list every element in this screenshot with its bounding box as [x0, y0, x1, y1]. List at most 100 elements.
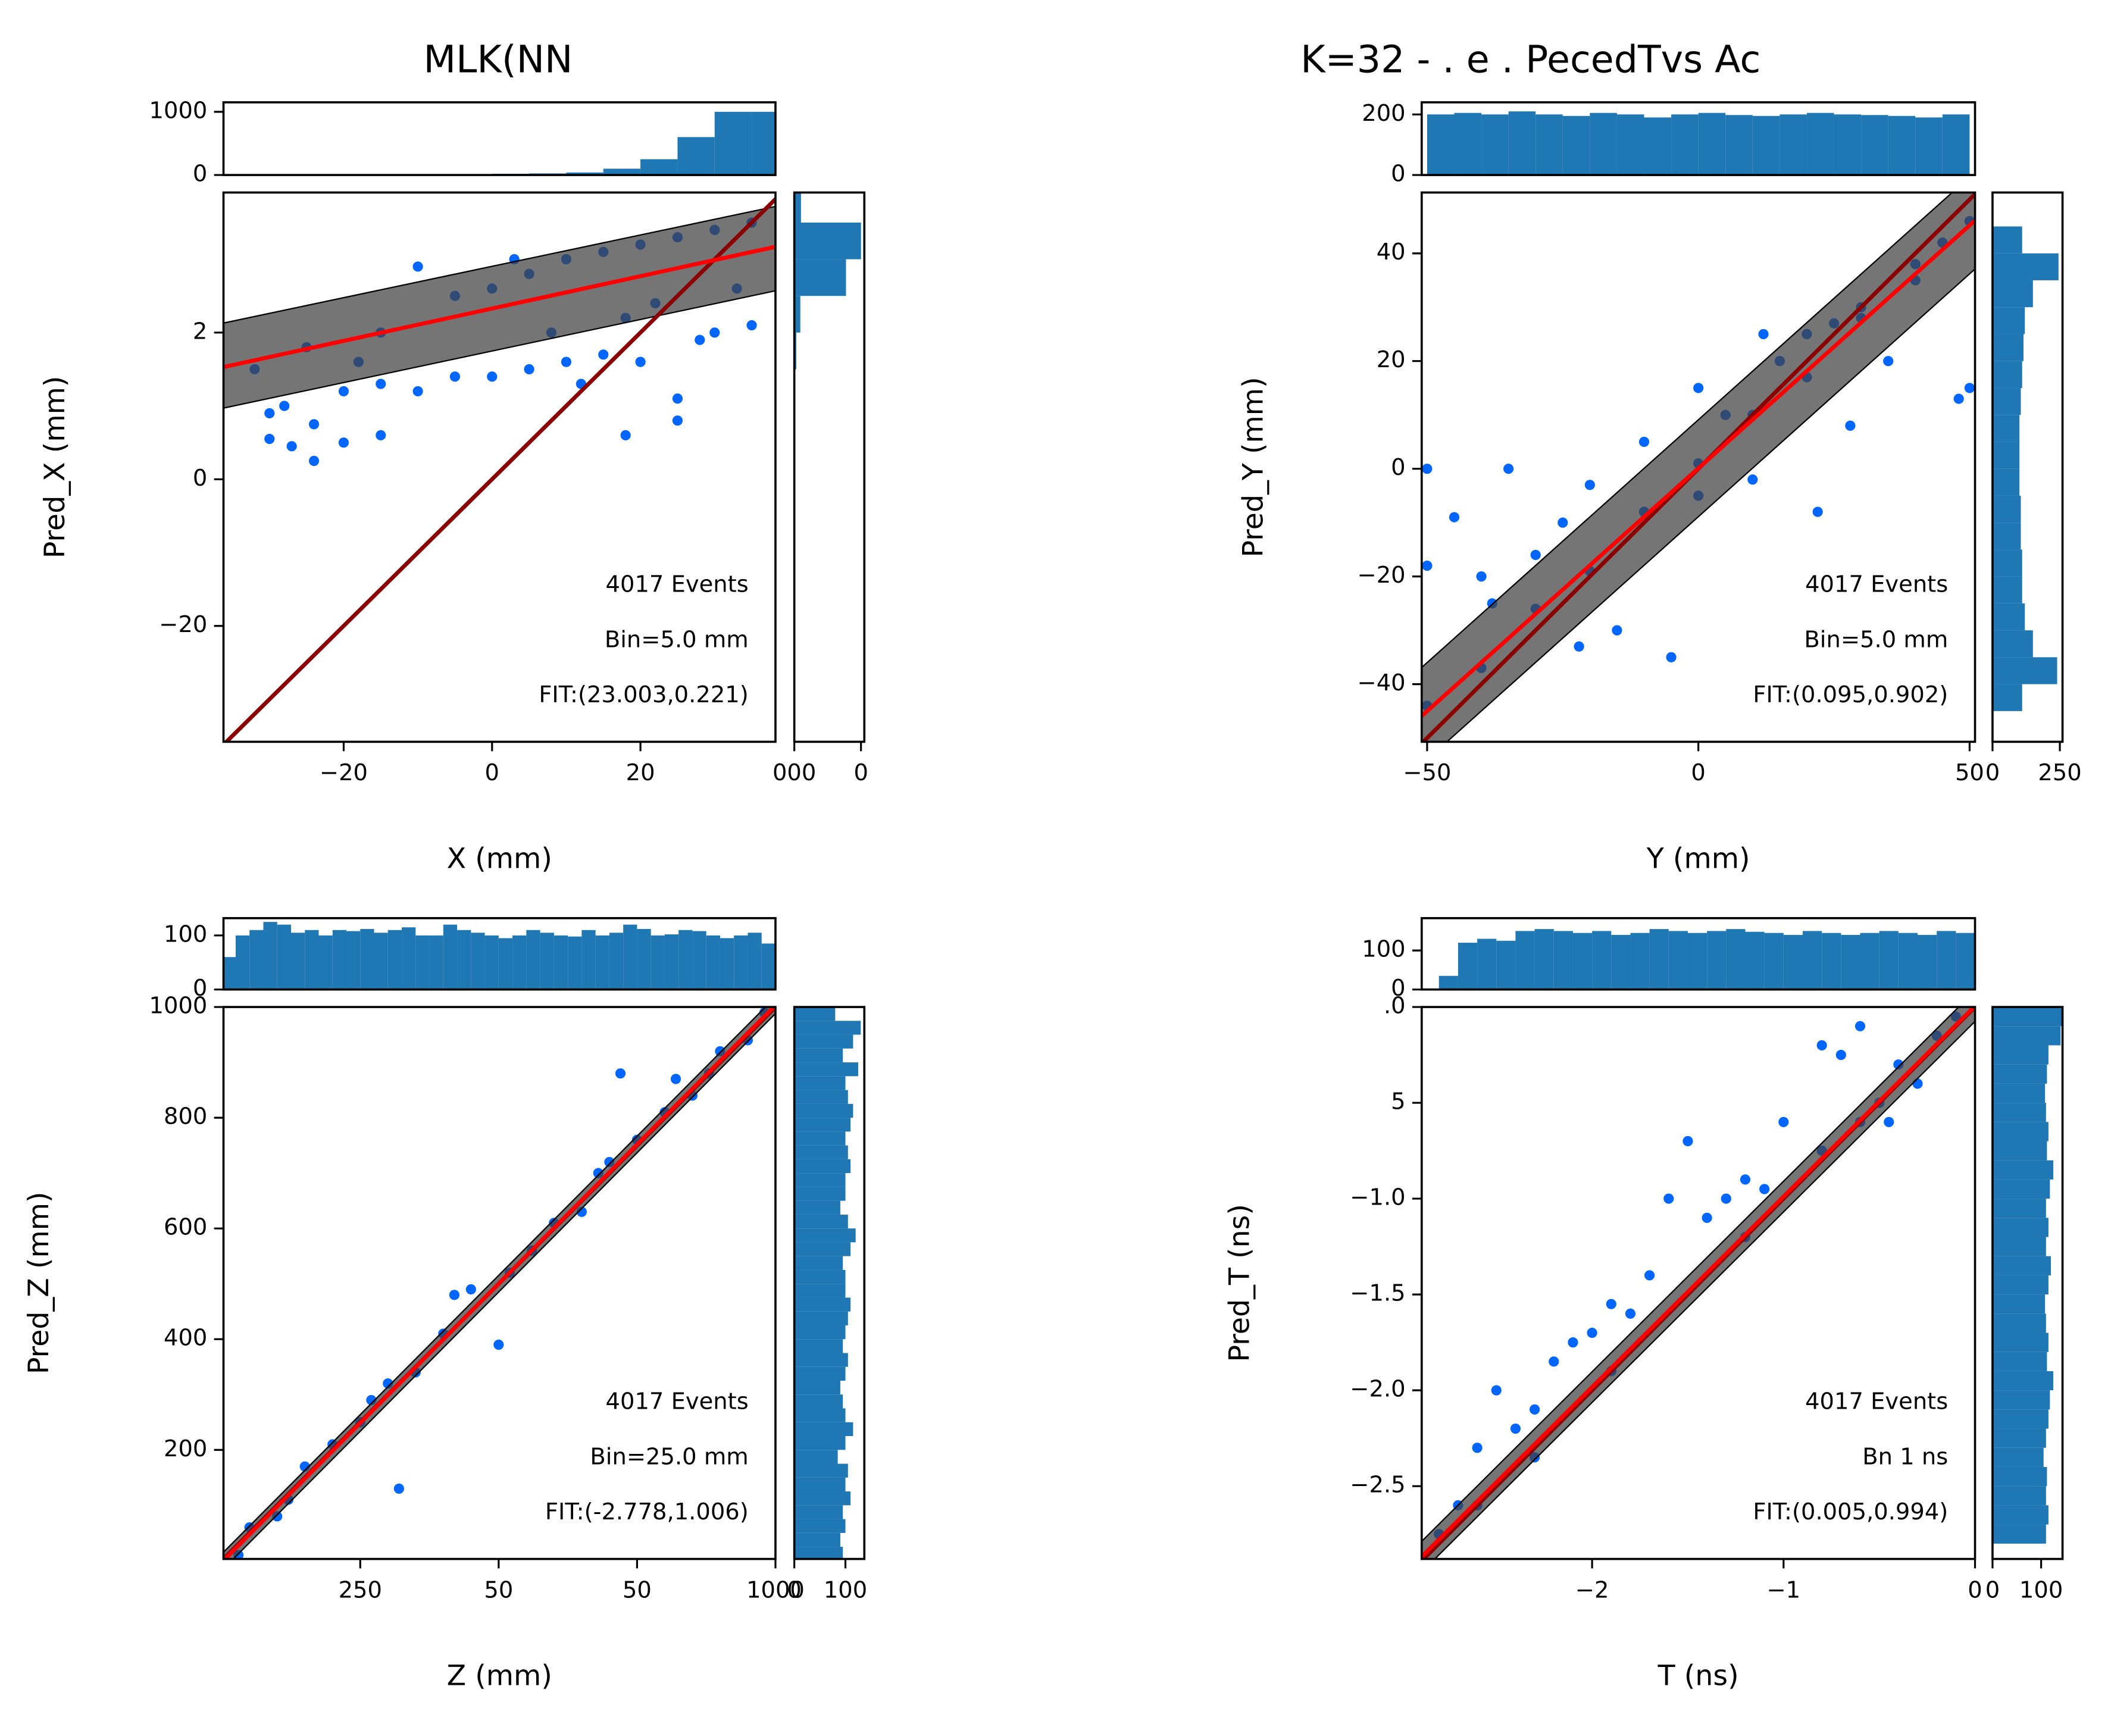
point	[1740, 1174, 1751, 1185]
hist-bar	[1918, 934, 1937, 990]
hist-bar	[1992, 1505, 2049, 1525]
hist-bar	[305, 930, 319, 990]
x-tick-label: 000	[773, 759, 816, 786]
hist-bar	[1992, 1141, 2047, 1161]
hist-bar	[692, 931, 706, 990]
x-tick-label: 0	[787, 1577, 801, 1603]
y-axis-label: Pred_X (mm)	[39, 376, 71, 559]
hist-bar	[1764, 933, 1784, 990]
hist-bar	[1992, 630, 2033, 658]
point	[1666, 652, 1677, 662]
hist-bar	[1992, 1083, 2046, 1103]
hist-bar	[1992, 334, 2024, 361]
hist-bar	[249, 930, 264, 990]
hist-bar	[471, 933, 485, 990]
point	[1449, 512, 1460, 523]
y-tick-label: 2	[193, 318, 207, 345]
point	[635, 356, 646, 367]
point	[1693, 383, 1704, 393]
y-tick-label: 40	[1377, 239, 1406, 265]
y-tick-label: 0	[1391, 161, 1405, 187]
hist-bar	[1572, 933, 1593, 990]
hist-bar	[443, 924, 458, 990]
hist-bar	[794, 1450, 838, 1464]
fit-line	[1421, 1007, 1975, 1559]
x-tick-label: 0	[1985, 759, 2000, 786]
hist-bar	[609, 933, 624, 990]
hist-bar	[1687, 933, 1707, 990]
hist-bar	[1515, 931, 1535, 990]
y-tick-label: 20	[1377, 346, 1406, 373]
hist-bar	[794, 1436, 846, 1450]
hist-bar	[1992, 387, 2021, 415]
y-tick-label: 100	[1362, 936, 1405, 963]
point	[264, 408, 275, 418]
hist-bar	[794, 1463, 848, 1478]
hist-bar	[1611, 934, 1631, 990]
hist-bar	[1834, 114, 1862, 176]
hist-bar	[568, 936, 582, 990]
hist-bar	[794, 1422, 853, 1437]
point	[1644, 1270, 1655, 1281]
plot-area	[1421, 1007, 1975, 1559]
hist-bar	[1992, 1275, 2049, 1295]
hist-bar	[1992, 226, 2022, 254]
hist-bar	[1707, 931, 1727, 990]
hist-bar	[1630, 933, 1650, 990]
fit-line	[223, 245, 775, 370]
hist-bar	[1806, 112, 1834, 176]
hist-bar	[1822, 933, 1841, 990]
x-axis-label: T (ns)	[1657, 1660, 1739, 1693]
point	[309, 455, 320, 467]
hist-bar	[794, 1394, 843, 1409]
y-tick-label: 0	[193, 975, 207, 1002]
hist-bar	[1477, 939, 1497, 990]
y-tick-label: −1.5	[1350, 1280, 1405, 1307]
hist-bar	[484, 935, 499, 990]
hist-bar	[734, 935, 748, 990]
point	[1682, 1136, 1693, 1147]
point	[338, 437, 349, 448]
hist-bar	[457, 930, 471, 990]
hist-bar	[1644, 117, 1672, 176]
hist-bar	[794, 1325, 846, 1340]
hist-bar	[748, 933, 762, 990]
point	[1854, 1021, 1866, 1031]
point	[709, 327, 720, 338]
point	[1612, 625, 1622, 636]
hist-bar	[794, 1145, 848, 1159]
top-histogram	[1438, 929, 1975, 990]
x-axis-label: X (mm)	[447, 842, 552, 875]
point	[1530, 549, 1541, 561]
hist-bar	[332, 930, 347, 990]
right-histogram	[794, 1007, 861, 1559]
hist-bar	[761, 943, 775, 990]
hist-bar	[1992, 1409, 2049, 1429]
chart-title: K=32 - . e . PecedTvs Ac	[1300, 37, 1760, 82]
point	[338, 386, 349, 397]
axes-frame	[1991, 1006, 2064, 1560]
hist-bar	[1745, 931, 1765, 990]
axes-frame	[1420, 1006, 1976, 1560]
chart-title: MLK(NN	[424, 37, 573, 82]
hist-bar	[1992, 495, 2021, 523]
hist-bar	[1992, 684, 2022, 711]
hist-bar	[794, 1048, 843, 1063]
hist-bar	[1956, 933, 1975, 990]
hist-bar	[794, 1491, 851, 1506]
hist-bar	[794, 1062, 858, 1077]
hist-bar	[1438, 975, 1458, 990]
y-tick-label: 100	[164, 921, 207, 947]
hist-bar	[794, 1007, 836, 1021]
hist-bar	[1668, 931, 1688, 990]
hist-bar	[1992, 523, 2021, 550]
hist-bar	[566, 172, 603, 176]
point	[1702, 1212, 1712, 1223]
hist-bar	[1649, 929, 1669, 990]
point	[524, 364, 534, 375]
y-tick-label: −20	[1358, 562, 1406, 589]
hist-bar	[794, 1505, 843, 1519]
point	[672, 393, 683, 404]
hist-bar	[1496, 940, 1516, 990]
hist-bar	[1992, 1352, 2047, 1371]
